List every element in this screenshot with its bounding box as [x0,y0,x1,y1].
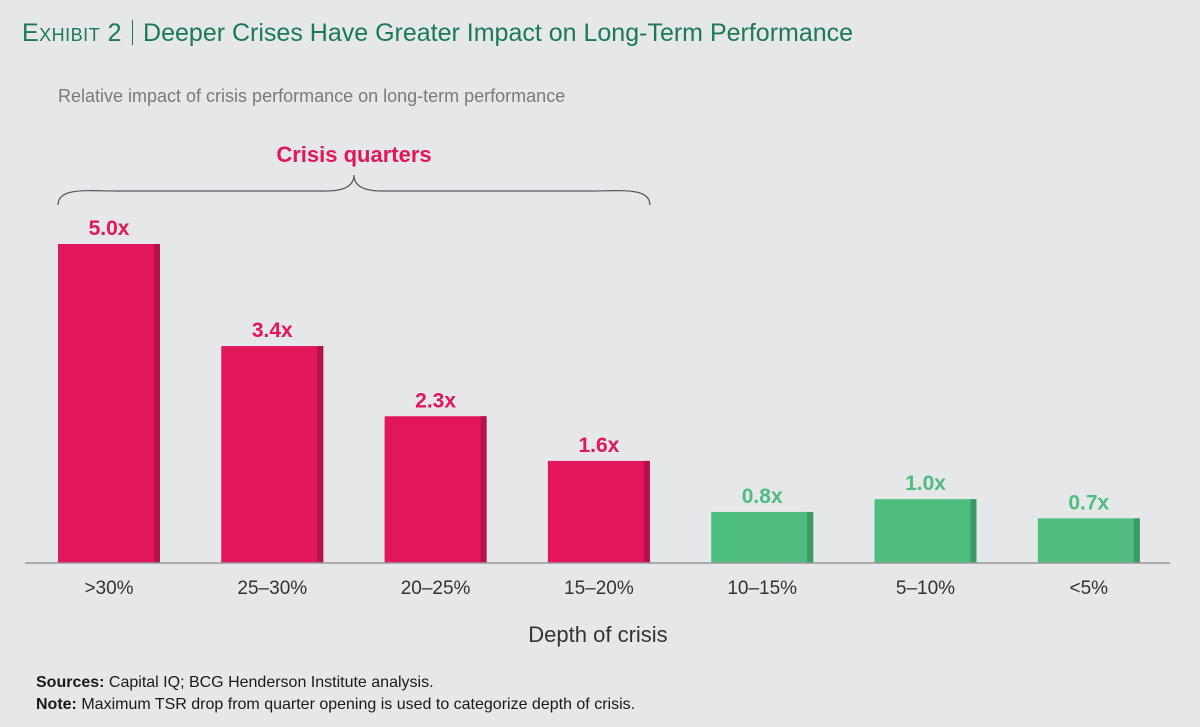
bar-shade-4 [807,511,814,563]
bar-2 [384,416,487,563]
bar-shade-0 [154,244,160,563]
bar-shade-2 [480,416,487,563]
bar-value-label-1: 3.4x [252,319,293,342]
bar-value-label-2: 2.3x [415,389,456,412]
bar-3 [547,460,650,563]
exhibit-label: Exhibit 2 [22,19,123,47]
bar-value-label-3: 1.6x [578,434,619,457]
crisis-quarters-bracket [57,174,651,206]
bar-5 [874,499,977,563]
x-tick-label-1: 25–30% [237,578,307,599]
bar-value-label-6: 0.7x [1068,491,1109,514]
bar-value-label-4: 0.8x [742,485,783,508]
x-tick-label-3: 15–20% [564,578,634,599]
bar-shade-6 [1133,518,1140,563]
exhibit-heading: Exhibit 2 Deeper Crises Have Greater Impa… [22,16,853,50]
sources-text: Capital IQ; BCG Henderson Institute anal… [108,674,434,691]
bar-shade-5 [970,499,977,563]
bar-4 [711,511,814,563]
bar-6 [1037,518,1140,563]
bar-0 [58,244,160,563]
bar-value-label-5: 1.0x [905,472,946,495]
bar-1 [221,346,324,563]
x-tick-label-2: 20–25% [401,578,471,599]
x-axis-title: Depth of crisis [528,622,667,647]
note-label: Note: [36,696,77,713]
chart-subtitle: Relative impact of crisis performance on… [58,86,566,106]
sources-label: Sources: [36,674,105,691]
chart-title: Deeper Crises Have Greater Impact on Lon… [143,19,854,47]
note-line: Note: Maximum TSR drop from quarter open… [36,694,635,716]
x-tick-label-4: 10–15% [727,578,797,599]
footnotes: Sources: Capital IQ; BCG Henderson Insti… [36,672,635,716]
note-text: Maximum TSR drop from quarter opening is… [81,696,636,713]
x-tick-label-6: <5% [1070,578,1109,599]
x-tick-label-0: >30% [84,578,133,599]
bar-value-label-0: 5.0x [89,217,130,240]
sources-line: Sources: Capital IQ; BCG Henderson Insti… [36,672,635,694]
bar-shade-3 [643,460,650,563]
exhibit-divider [132,20,134,45]
x-tick-label-5: 5–10% [896,578,955,599]
crisis-quarters-label: Crisis quarters [276,142,432,167]
bar-shade-1 [317,346,324,563]
